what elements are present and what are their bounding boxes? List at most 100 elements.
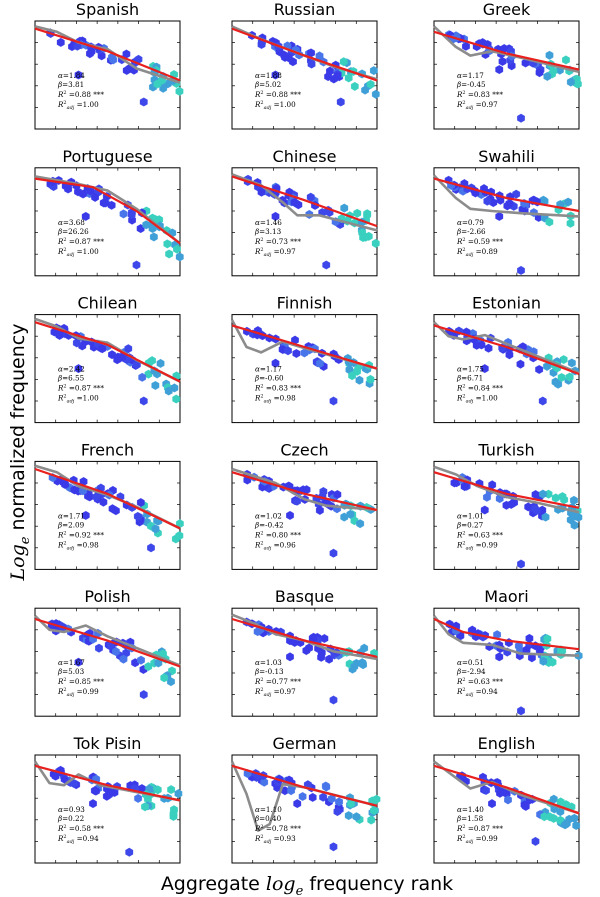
r2-value: R2 =0.78 *** bbox=[254, 824, 301, 833]
hexbin-cell bbox=[292, 349, 301, 358]
r2adj-value: R2adj =0.99 bbox=[456, 540, 498, 551]
hexbin-cell bbox=[315, 505, 324, 515]
panel-title: Russian bbox=[274, 0, 336, 19]
fit-line bbox=[34, 764, 181, 802]
hexbin-cell bbox=[352, 812, 361, 822]
r2-value: R2 =0.85 *** bbox=[57, 677, 104, 686]
hexbin-cell bbox=[355, 375, 364, 385]
hexbin-cell bbox=[512, 189, 521, 199]
hexbin-cell bbox=[528, 653, 536, 663]
r2-value: R2 =0.83 *** bbox=[456, 90, 503, 99]
panel-frame bbox=[231, 167, 378, 277]
panel-title: Turkish bbox=[477, 440, 534, 459]
fit-line bbox=[231, 471, 378, 512]
hexbin-cell bbox=[308, 792, 317, 802]
fit-line bbox=[433, 177, 580, 213]
fit-line bbox=[34, 321, 181, 383]
hexbin-cell bbox=[107, 200, 116, 210]
hexbin-cell bbox=[361, 85, 369, 95]
panel-title: Chinese bbox=[273, 147, 337, 166]
panel-frame bbox=[433, 167, 580, 277]
hexbin-cell bbox=[133, 511, 142, 521]
hexbin-cell bbox=[90, 786, 99, 796]
loess-curve bbox=[433, 174, 580, 218]
panel-title: Maori bbox=[484, 587, 528, 606]
hexbin-cell bbox=[329, 842, 338, 852]
hexbin-cell bbox=[360, 643, 369, 653]
hexbin-cell bbox=[99, 198, 108, 208]
beta-value: β=26.26 bbox=[57, 227, 89, 236]
r2adj-value: R2adj =0.94 bbox=[57, 834, 99, 845]
hexbin-cell bbox=[369, 66, 378, 76]
r2-value: R2 =0.80 *** bbox=[254, 530, 301, 539]
hexbin-cell bbox=[95, 643, 103, 653]
r2-value: R2 =0.87 *** bbox=[57, 237, 104, 246]
hexbin-cell bbox=[339, 57, 348, 67]
panel-frame bbox=[433, 20, 580, 130]
hexbin-cell bbox=[540, 812, 549, 822]
alpha-value: α=1.75 bbox=[457, 365, 484, 374]
panel-frame bbox=[433, 314, 580, 424]
r2adj-value: R2adj =0.94 bbox=[456, 687, 498, 698]
alpha-value: α=0.79 bbox=[457, 218, 484, 227]
hexbin-cell bbox=[74, 657, 83, 667]
r2adj-value: R2adj =0.99 bbox=[456, 834, 498, 845]
loess-curve bbox=[433, 465, 580, 514]
hexbin-cell bbox=[98, 344, 107, 354]
hexbin-cell bbox=[293, 496, 301, 506]
hexbin-cell bbox=[170, 383, 179, 393]
alpha-value: α=2.42 bbox=[58, 365, 85, 374]
r2-value: R2 =0.84 *** bbox=[456, 384, 503, 393]
hexbin-cell bbox=[356, 519, 365, 529]
hexbin-cell bbox=[531, 836, 540, 846]
hexbin-cell bbox=[525, 633, 534, 643]
hexbin-cell bbox=[570, 495, 578, 505]
hexbin-cell bbox=[504, 795, 512, 805]
hexbin-cell bbox=[495, 65, 504, 75]
r2adj-value: R2adj =0.98 bbox=[254, 394, 296, 405]
r2-value: R2 =0.77 *** bbox=[254, 677, 301, 686]
fit-line bbox=[231, 27, 378, 82]
hexbin-cell bbox=[139, 396, 148, 406]
panel-frame bbox=[231, 607, 378, 717]
hexbin-cell bbox=[347, 799, 355, 809]
hexbin-cell bbox=[329, 396, 338, 406]
hexbin-cell bbox=[488, 799, 496, 809]
hexbin-cell bbox=[565, 372, 574, 382]
hexbin-cell bbox=[566, 77, 575, 87]
hexbin-cell bbox=[363, 210, 372, 220]
hexbin-cell bbox=[346, 509, 355, 519]
hexbin-cell bbox=[551, 493, 560, 503]
hexbin-cell bbox=[149, 232, 158, 242]
hexbin-cell bbox=[514, 641, 523, 651]
r2-value: R2 =0.87 *** bbox=[456, 824, 503, 833]
hexbin-cell bbox=[305, 643, 313, 653]
hexbin-cell bbox=[147, 543, 155, 553]
hexbin-cell bbox=[170, 805, 178, 815]
panel-title: Czech bbox=[280, 440, 328, 459]
hexbin-cell bbox=[139, 690, 148, 700]
r2-value: R2 =0.73 *** bbox=[254, 237, 301, 246]
hexbin-cell bbox=[353, 208, 362, 218]
panel-frame bbox=[34, 314, 181, 424]
hexbin-cell bbox=[319, 487, 328, 496]
r2-value: R2 =0.63 *** bbox=[456, 530, 503, 539]
hexbin-cell bbox=[156, 358, 165, 368]
hexbin-cell bbox=[503, 201, 512, 211]
r2adj-value: R2adj =0.99 bbox=[57, 687, 99, 698]
r2-value: R2 =0.83 *** bbox=[254, 384, 301, 393]
hexbin-cell bbox=[271, 211, 280, 221]
beta-value: β=5.03 bbox=[57, 667, 85, 676]
r2-value: R2 =0.92 *** bbox=[57, 530, 104, 539]
alpha-value: α=1.88 bbox=[255, 71, 282, 80]
beta-value: β=3.81 bbox=[57, 80, 84, 89]
hexbin-cell bbox=[113, 355, 122, 365]
fit-line bbox=[34, 617, 181, 668]
fit-line bbox=[433, 617, 580, 651]
hexbin-cell bbox=[81, 510, 90, 520]
